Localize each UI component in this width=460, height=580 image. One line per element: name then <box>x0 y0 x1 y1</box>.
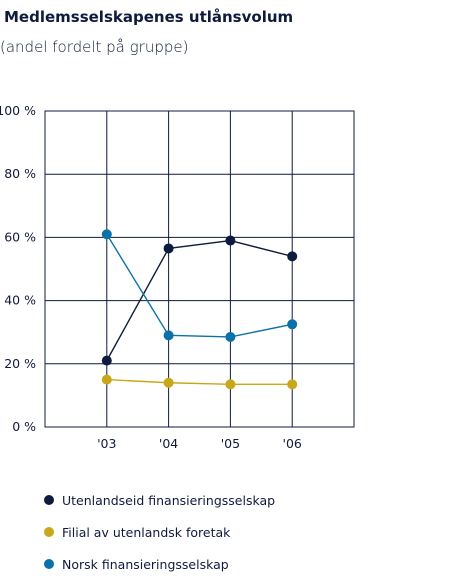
legend-label: Norsk finansieringsselskap <box>62 556 229 572</box>
legend-item: Filial av utenlandsk foretak <box>44 516 275 548</box>
data-point <box>163 377 174 388</box>
x-tick-label: '05 <box>221 436 240 451</box>
plot-frame <box>44 110 355 428</box>
y-tick-label: 40 % <box>4 293 36 308</box>
y-tick-label: 20 % <box>4 356 36 371</box>
data-point <box>287 251 298 262</box>
legend-label: Filial av utenlandsk foretak <box>62 524 231 540</box>
chart-title: Medlemsselskapenes utlånsvolum <box>4 8 294 26</box>
series-line <box>106 239 293 361</box>
data-point <box>163 243 174 254</box>
y-tick-label: 0 % <box>12 419 36 434</box>
data-point <box>287 319 298 330</box>
legend-item: Norsk finansieringsselskap <box>44 548 275 580</box>
data-point <box>163 330 174 341</box>
x-tick-label: '04 <box>159 436 178 451</box>
legend-swatch <box>44 527 54 537</box>
legend-swatch <box>44 495 54 505</box>
y-tick-label: 60 % <box>4 229 36 244</box>
legend-item: Utenlandseid finansieringsselskap <box>44 484 275 516</box>
data-point <box>225 235 236 246</box>
data-point <box>101 355 112 366</box>
y-tick-label: 100 % <box>0 103 36 118</box>
x-axis-ticks: '03 '04 '05 '06 <box>97 436 302 451</box>
series-line <box>106 233 293 338</box>
series-points <box>101 229 298 390</box>
data-point <box>287 379 298 390</box>
y-axis-ticks: 0 % 20 % 40 % 60 % 80 % 100 % <box>0 103 36 434</box>
series-lines <box>106 233 293 386</box>
legend-label: Utenlandseid finansieringsselskap <box>62 492 276 508</box>
line-chart: 0 % 20 % 40 % 60 % 80 % 100 % '03 '04 '05 '06 <box>0 103 355 451</box>
legend-swatch <box>44 559 54 569</box>
data-point <box>101 229 112 240</box>
x-tick-label: '03 <box>97 436 116 451</box>
series-line <box>106 378 293 386</box>
data-point <box>101 374 112 385</box>
y-tick-label: 80 % <box>4 166 36 181</box>
chart-subtitle: (andel fordelt på gruppe) <box>0 38 189 56</box>
data-point <box>225 331 236 342</box>
chart-grid <box>44 110 355 428</box>
chart-legend: Utenlandseid finansieringsselskap Filial… <box>44 484 275 580</box>
x-tick-label: '06 <box>283 436 302 451</box>
data-point <box>225 379 236 390</box>
